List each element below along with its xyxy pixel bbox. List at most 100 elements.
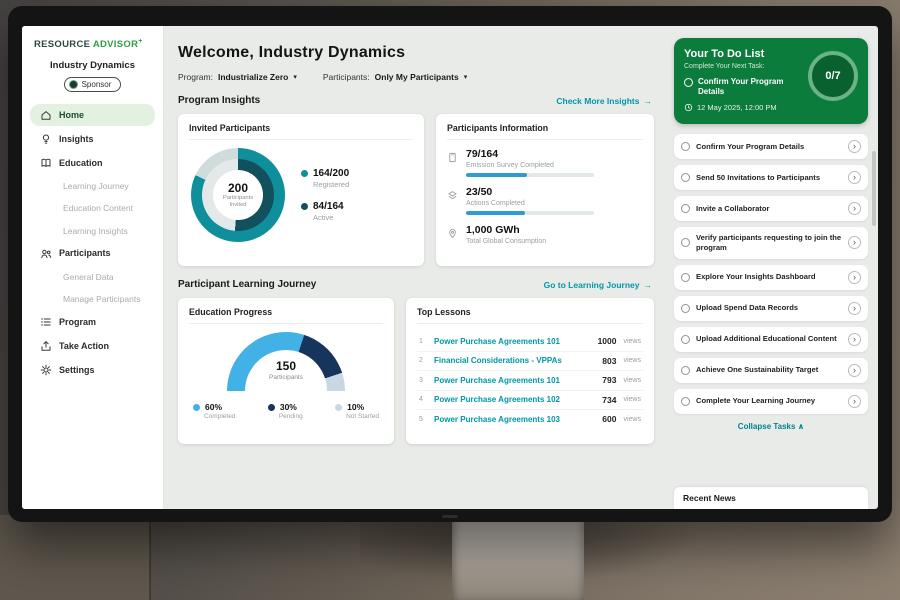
legend-value: 60% <box>205 402 223 412</box>
education-icon <box>40 157 52 169</box>
task-item[interactable]: Invite a Collaborator › <box>674 196 868 221</box>
progress-bar <box>466 173 594 177</box>
sidebar-item-education-content[interactable]: Education Content <box>30 198 155 218</box>
sidebar-item-label: Learning Journey <box>63 181 129 192</box>
task-checkbox[interactable] <box>681 396 690 406</box>
task-label: Upload Spend Data Records <box>696 303 799 313</box>
sidebar-item-learning-journey[interactable]: Learning Journey <box>30 176 155 196</box>
sidebar-item-program[interactable]: Program <box>30 311 155 333</box>
task-item[interactable]: Upload Additional Educational Content › <box>674 326 868 352</box>
scrollbar-thumb[interactable] <box>872 151 876 226</box>
sidebar-item-take-action[interactable]: Take Action <box>30 335 155 357</box>
legend-dot <box>301 170 308 177</box>
program-filter-label: Program: <box>178 72 213 82</box>
sidebar-item-learning-insights[interactable]: Learning Insights <box>30 221 155 241</box>
task-checkbox[interactable] <box>684 78 693 87</box>
program-insights-cards: Invited Participants 200 Participants In… <box>178 114 654 266</box>
stat-row: 1,000 GWh Total Global Consumption <box>447 224 643 249</box>
chevron-right-icon[interactable]: › <box>848 270 861 284</box>
sidebar-item-settings[interactable]: Settings <box>30 359 155 381</box>
task-item[interactable]: Achieve One Sustainability Target › <box>674 357 868 383</box>
participants-information-card: Participants Information 79/164 Emission… <box>436 114 654 266</box>
next-task-row[interactable]: Confirm Your Program Details <box>684 77 806 97</box>
task-checkbox[interactable] <box>681 142 690 151</box>
task-checkbox[interactable] <box>681 204 690 213</box>
lesson-link[interactable]: Power Purchase Agreements 103 <box>434 414 560 424</box>
survey-icon <box>447 148 458 177</box>
collapse-tasks-link[interactable]: Collapse Tasks ∧ <box>674 422 868 431</box>
task-item[interactable]: Explore Your Insights Dashboard › <box>674 264 868 290</box>
progress-bar-fill <box>466 211 525 215</box>
lesson-link[interactable]: Power Purchase Agreements 101 <box>434 375 560 385</box>
chevron-right-icon[interactable]: › <box>848 363 861 377</box>
chevron-right-icon[interactable]: › <box>848 301 861 315</box>
check-more-insights-link[interactable]: Check More Insights → <box>556 96 652 106</box>
task-label: Upload Additional Educational Content <box>696 334 837 344</box>
task-label: Achieve One Sustainability Target <box>696 365 819 375</box>
sidebar-item-education[interactable]: Education <box>30 152 155 174</box>
go-to-learning-journey-link[interactable]: Go to Learning Journey → <box>544 280 652 290</box>
task-label: Send 50 Invitations to Participants <box>696 172 821 182</box>
chevron-right-icon[interactable]: › <box>848 140 861 153</box>
chevron-right-icon[interactable]: › <box>848 394 861 408</box>
task-checkbox[interactable] <box>681 238 690 248</box>
legend-value: 164/200 <box>313 168 350 179</box>
task-item[interactable]: Send 50 Invitations to Participants › <box>674 165 868 190</box>
sidebar-item-label: Participants <box>59 248 111 259</box>
task-item[interactable]: Confirm Your Program Details › <box>674 134 868 159</box>
chevron-right-icon[interactable]: › <box>848 171 861 184</box>
task-checkbox[interactable] <box>681 173 690 182</box>
sidebar-item-participants[interactable]: Participants <box>30 243 155 265</box>
sidebar-item-home[interactable]: Home <box>30 104 155 127</box>
lesson-rank: 3 <box>419 376 423 384</box>
chevron-right-icon[interactable]: › <box>848 202 861 215</box>
lesson-rank: 1 <box>419 337 423 345</box>
task-checkbox[interactable] <box>681 365 690 375</box>
sidebar-item-insights[interactable]: Insights <box>30 128 155 150</box>
sponsor-icon <box>68 80 78 90</box>
sidebar-nav: Home Insights Education Learning Journey <box>22 104 163 381</box>
task-item[interactable]: Complete Your Learning Journey › <box>674 388 868 414</box>
participants-filter[interactable]: Participants: Only My Participants ▾ <box>323 72 467 82</box>
task-list: Confirm Your Program Details › Send 50 I… <box>674 134 868 420</box>
wall-panel <box>0 515 150 600</box>
invited-participants-donut-chart: 200 Participants Invited <box>191 148 285 242</box>
sidebar-item-general-data[interactable]: General Data <box>30 267 155 287</box>
sidebar-item-label: Learning Insights <box>63 225 128 236</box>
task-checkbox[interactable] <box>681 272 690 282</box>
chevron-right-icon[interactable]: › <box>848 236 861 250</box>
lesson-views-label: views <box>623 415 641 423</box>
legend-item: 10% Not Started <box>335 402 379 420</box>
monitor-stand <box>452 520 584 600</box>
gauge-center: 150 Participants <box>221 359 351 381</box>
chevron-up-icon: ∧ <box>797 421 805 431</box>
lesson-link[interactable]: Power Purchase Agreements 101 <box>434 336 560 346</box>
program-filter[interactable]: Program: Industrialize Zero ▾ <box>178 72 297 82</box>
sidebar-item-label: Education Content <box>63 203 133 214</box>
gauge-legend: 60% Completed 30% Pending <box>189 402 383 420</box>
sidebar-item-manage-participants[interactable]: Manage Participants <box>30 289 155 309</box>
lesson-views-label: views <box>623 337 641 345</box>
stat-row: 23/50 Actions Completed <box>447 186 643 215</box>
clock-icon <box>684 103 693 112</box>
lesson-link[interactable]: Power Purchase Agreements 102 <box>434 395 560 404</box>
card-title: Participants Information <box>447 123 643 140</box>
monitor: RESOURCE ADVISOR+ Industry Dynamics Spon… <box>8 6 892 522</box>
task-item[interactable]: Verify participants requesting to join t… <box>674 227 868 259</box>
task-checkbox[interactable] <box>681 303 690 313</box>
task-checkbox[interactable] <box>681 334 690 344</box>
recent-news-label: Recent News <box>683 493 736 503</box>
lesson-link[interactable]: Financial Considerations - VPPAs <box>434 356 562 365</box>
chevron-right-icon[interactable]: › <box>848 332 861 346</box>
sponsor-badge[interactable]: Sponsor <box>63 77 122 93</box>
recent-news-header[interactable]: Recent News <box>674 487 868 509</box>
top-lessons-card: Top Lessons 1 Power Purchase Agreements … <box>406 298 654 444</box>
legend-item: 164/200 Registered <box>301 168 349 189</box>
lesson-views-label: views <box>623 396 641 403</box>
legend-label: Registered <box>313 180 350 189</box>
section-title: Program Insights <box>178 95 261 106</box>
gauge-center-label: Participants <box>269 374 303 381</box>
task-item[interactable]: Upload Spend Data Records › <box>674 295 868 321</box>
stat-label: Actions Completed <box>466 200 525 207</box>
